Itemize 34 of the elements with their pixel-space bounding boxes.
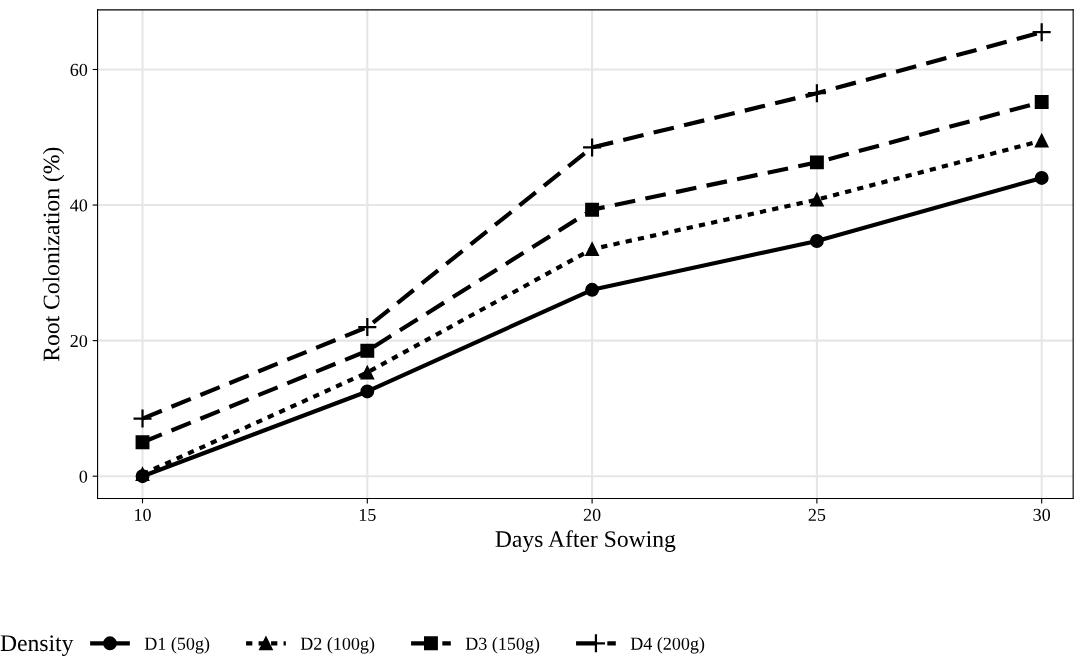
x-tick-label: 15 <box>359 508 376 521</box>
point <box>135 435 150 450</box>
legend-label: D4 (200g) <box>630 637 705 654</box>
point <box>585 282 600 297</box>
point <box>360 365 375 380</box>
point <box>1034 95 1049 109</box>
x-axis-title: Days After Sowing <box>495 530 676 552</box>
y-tick-label: 40 <box>70 199 88 212</box>
point <box>1034 170 1049 185</box>
legend-label: D3 (150g) <box>465 637 540 654</box>
point <box>360 384 375 399</box>
legend-label: D2 (100g) <box>300 637 375 654</box>
point <box>1031 22 1052 43</box>
y-tick-label: 20 <box>70 334 88 348</box>
legend-title: Density <box>0 635 74 656</box>
point <box>132 408 153 429</box>
x-tick-label: 20 <box>583 508 601 521</box>
point <box>1034 133 1049 148</box>
legend-label: D1 (50g) <box>144 637 210 654</box>
y-tick-label: 0 <box>79 470 88 483</box>
point <box>809 155 824 170</box>
y-axis-title: Root Colonization (%) <box>42 147 65 362</box>
x-tick-label: 10 <box>135 508 151 521</box>
x-tick-label: 25 <box>808 508 826 521</box>
point <box>585 242 600 257</box>
point <box>809 234 824 248</box>
point <box>357 316 378 338</box>
point <box>585 202 600 217</box>
point <box>360 343 375 358</box>
x-tick-label: 30 <box>1033 508 1051 521</box>
point <box>806 83 828 104</box>
point <box>581 137 603 158</box>
point <box>809 192 824 207</box>
y-tick-label: 60 <box>70 63 88 76</box>
